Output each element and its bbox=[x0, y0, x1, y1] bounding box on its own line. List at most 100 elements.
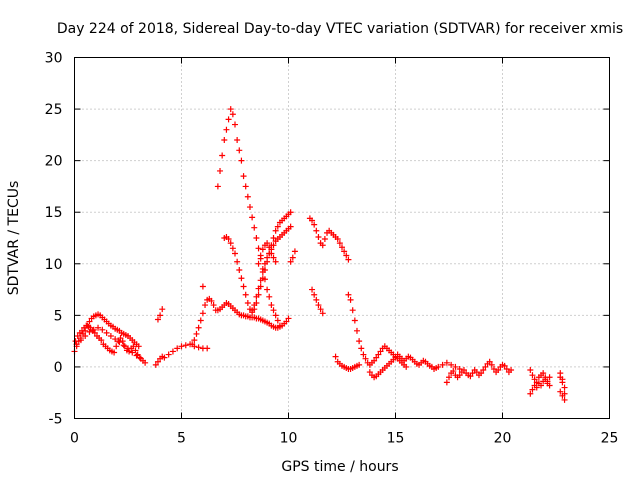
data-point-late bbox=[360, 351, 367, 358]
data-point-early bbox=[132, 347, 139, 354]
data-point-late bbox=[345, 291, 352, 298]
data-point-peak bbox=[242, 291, 249, 298]
data-point-night bbox=[488, 361, 495, 368]
data-point-peak bbox=[249, 214, 256, 221]
y-tick-label: 15 bbox=[45, 205, 63, 221]
data-point-night bbox=[527, 367, 534, 374]
data-point-peak bbox=[225, 236, 232, 243]
data-point-mid bbox=[174, 345, 181, 352]
data-point-night bbox=[527, 390, 534, 397]
data-point-early bbox=[103, 329, 110, 336]
data-point-peak bbox=[238, 157, 245, 164]
data-point-early bbox=[111, 349, 118, 356]
data-point-evening bbox=[270, 254, 277, 261]
data-point-peak bbox=[238, 275, 245, 282]
data-point-evening bbox=[319, 242, 326, 249]
data-point-mid bbox=[193, 330, 200, 337]
data-point-evening bbox=[259, 246, 266, 253]
data-point-peak bbox=[217, 167, 224, 174]
data-point-early bbox=[87, 324, 94, 331]
data-point-peak bbox=[214, 183, 221, 190]
data-point-late bbox=[371, 357, 378, 364]
data-point-night bbox=[540, 370, 547, 377]
data-point-night bbox=[546, 374, 553, 381]
x-tick-label: 15 bbox=[387, 431, 405, 447]
data-point-evening bbox=[261, 260, 268, 267]
data-point-evening bbox=[343, 252, 350, 259]
data-point-night bbox=[490, 365, 497, 372]
data-point-late bbox=[349, 307, 356, 314]
data-point-late bbox=[443, 359, 450, 366]
data-point-evening bbox=[339, 244, 345, 251]
data-point-evening bbox=[259, 269, 266, 276]
data-point-peak bbox=[229, 111, 236, 118]
data-point-night bbox=[557, 370, 564, 377]
axis-ticks bbox=[74, 57, 610, 419]
data-point-evening bbox=[287, 223, 294, 230]
data-point-mid bbox=[169, 348, 176, 355]
data-point-night bbox=[446, 374, 452, 381]
y-axis-label: SDTVAR / TECUs bbox=[6, 181, 22, 296]
data-point-night bbox=[531, 376, 538, 383]
data-point-peak bbox=[240, 173, 247, 180]
data-point-mid bbox=[283, 318, 290, 325]
data-point-early bbox=[107, 332, 114, 339]
y-tick-label: 30 bbox=[45, 51, 63, 67]
data-point-peak bbox=[229, 245, 236, 252]
data-point-late bbox=[373, 354, 380, 361]
data-point-peak bbox=[236, 147, 243, 154]
data-point-early bbox=[90, 326, 97, 333]
data-point-night bbox=[478, 370, 485, 377]
data-point-night bbox=[546, 382, 553, 389]
data-point-evening bbox=[332, 353, 339, 360]
data-point-night bbox=[529, 386, 536, 393]
data-point-night bbox=[561, 384, 568, 391]
data-point-evening bbox=[356, 361, 363, 368]
data-point-peak bbox=[272, 227, 279, 234]
data-point-peak bbox=[223, 126, 230, 133]
data-point-evening bbox=[291, 248, 298, 255]
data-point-evening bbox=[272, 258, 279, 265]
data-point-night bbox=[559, 376, 566, 383]
data-point-evening bbox=[264, 254, 271, 261]
plot-frame bbox=[74, 57, 610, 419]
data-point-mid bbox=[204, 345, 211, 352]
data-point-peak bbox=[253, 235, 260, 241]
data-point-night bbox=[533, 384, 540, 391]
data-point-night bbox=[443, 379, 450, 386]
x-tick-label: 10 bbox=[280, 431, 298, 447]
data-point-peak bbox=[244, 193, 251, 200]
data-point-late bbox=[439, 361, 446, 368]
data-point-peak bbox=[270, 235, 277, 241]
data-point-night bbox=[538, 382, 545, 389]
data-point-evening bbox=[268, 250, 275, 257]
data-point-night bbox=[557, 388, 564, 395]
data-point-early bbox=[135, 343, 142, 350]
data-point-late bbox=[456, 365, 463, 372]
data-point-early bbox=[78, 327, 85, 334]
data-point-peak bbox=[251, 224, 258, 231]
data-point-evening bbox=[315, 233, 322, 240]
data-point-early bbox=[142, 359, 149, 366]
y-tick-label: 5 bbox=[54, 308, 63, 324]
data-point-peak bbox=[234, 137, 241, 144]
data-point-peak bbox=[232, 250, 238, 257]
data-point-peak bbox=[236, 266, 243, 273]
data-points bbox=[71, 106, 568, 403]
data-point-night bbox=[467, 373, 474, 380]
data-point-evening bbox=[287, 258, 294, 265]
data-point-evening bbox=[266, 244, 273, 251]
data-point-night bbox=[480, 367, 487, 374]
data-point-mid bbox=[195, 324, 202, 331]
data-point-evening bbox=[334, 236, 341, 243]
data-point-early bbox=[121, 343, 128, 350]
data-point-mid bbox=[178, 343, 185, 350]
data-point-peak bbox=[287, 209, 294, 216]
data-point-early bbox=[95, 324, 102, 331]
data-point-mid bbox=[191, 337, 198, 344]
data-point-evening bbox=[313, 296, 320, 303]
data-point-peak bbox=[246, 204, 253, 211]
data-point-night bbox=[473, 369, 480, 376]
data-point-evening bbox=[311, 291, 318, 298]
x-tick-label: 25 bbox=[601, 431, 619, 447]
